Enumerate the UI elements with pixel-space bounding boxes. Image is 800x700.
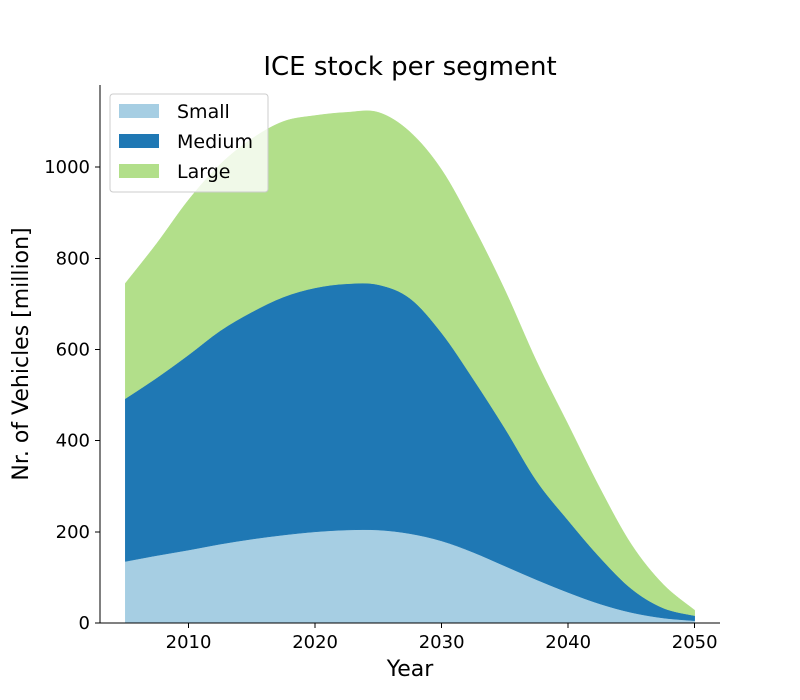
chart-title: ICE stock per segment bbox=[263, 52, 556, 82]
x-tick-label: 2040 bbox=[545, 632, 591, 653]
legend-label-small: Small bbox=[177, 101, 230, 123]
legend-swatch-medium bbox=[119, 134, 159, 148]
x-tick-label: 2010 bbox=[166, 632, 212, 653]
y-tick-label: 0 bbox=[79, 613, 90, 634]
y-tick-label: 200 bbox=[56, 522, 90, 543]
y-tick-label: 400 bbox=[56, 431, 90, 452]
x-axis-ticks: 2010 2020 2030 2040 2050 bbox=[166, 623, 718, 653]
legend: Small Medium Large bbox=[109, 93, 269, 193]
y-axis-title: Nr. of Vehicles [million] bbox=[9, 227, 34, 480]
x-tick-label: 2020 bbox=[292, 632, 338, 653]
area-layer bbox=[125, 110, 695, 624]
x-axis-title: Year bbox=[386, 657, 435, 682]
y-tick-label: 1000 bbox=[44, 157, 90, 178]
legend-label-large: Large bbox=[177, 161, 230, 183]
x-tick-label: 2050 bbox=[672, 632, 718, 653]
y-tick-label: 800 bbox=[56, 248, 90, 269]
legend-swatch-large bbox=[119, 164, 159, 178]
area-large bbox=[125, 110, 695, 617]
legend-swatch-small bbox=[119, 104, 159, 118]
x-tick-label: 2030 bbox=[419, 632, 465, 653]
y-tick-label: 600 bbox=[56, 339, 90, 360]
y-axis-ticks: 0 200 400 600 800 1000 bbox=[44, 157, 100, 634]
legend-label-medium: Medium bbox=[177, 131, 253, 153]
